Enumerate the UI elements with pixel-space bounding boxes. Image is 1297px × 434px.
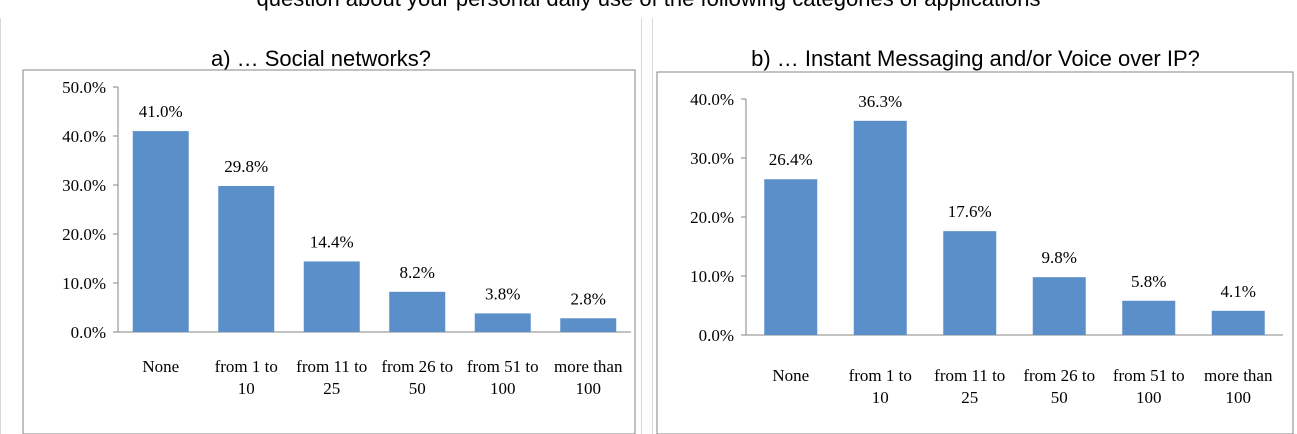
x-tick-label: from 11 to — [296, 357, 367, 376]
y-tick-label: 40.0% — [690, 90, 734, 109]
bar — [218, 185, 275, 332]
y-tick-label: 10.0% — [62, 274, 106, 293]
x-tick-label: 100 — [1136, 388, 1162, 407]
y-tick-label: 0.0% — [699, 326, 734, 345]
data-label: 3.8% — [485, 284, 520, 303]
y-tick-label: 30.0% — [62, 176, 106, 195]
x-tick-label: from 26 to — [381, 357, 453, 376]
y-tick-label: 50.0% — [62, 78, 106, 97]
data-label: 14.4% — [310, 232, 354, 251]
y-tick-label: 20.0% — [62, 225, 106, 244]
x-tick-label: 50 — [1051, 388, 1068, 407]
chart-panel-social-networks: a) … Social networks? 0.0% 10.0% 20.0% 30.0… — [0, 18, 642, 434]
bar — [943, 231, 997, 335]
y-tick-label: 10.0% — [690, 267, 734, 286]
data-label: 8.2% — [400, 263, 435, 282]
x-tick-label: 25 — [961, 388, 978, 407]
data-label: 5.8% — [1131, 272, 1166, 291]
x-tick-label: from 1 to — [215, 357, 278, 376]
plot-frame — [656, 71, 1294, 434]
data-label: 9.8% — [1042, 248, 1077, 267]
x-tick-label: from 51 to — [1113, 366, 1185, 385]
x-tick-label: more than — [554, 357, 623, 376]
data-label: 41.0% — [139, 102, 183, 121]
data-label: 4.1% — [1221, 282, 1256, 301]
x-tick-label: None — [142, 357, 179, 376]
x-tick-label: more than — [1204, 366, 1273, 385]
x-tick-label: from 26 to — [1023, 366, 1095, 385]
y-tick-label: 40.0% — [62, 127, 106, 146]
y-tick-label: 0.0% — [71, 323, 106, 342]
data-label: 29.8% — [224, 157, 268, 176]
x-tick-label: 50 — [409, 379, 426, 398]
plot-frame — [22, 69, 636, 434]
x-tick-label: from 1 to — [849, 366, 912, 385]
chart-title: a) … Social networks? — [210, 46, 432, 71]
bar — [1122, 300, 1176, 335]
x-tick-label: from 11 to — [934, 366, 1005, 385]
data-label: 2.8% — [571, 289, 606, 308]
x-tick-label: 100 — [1226, 388, 1252, 407]
bar — [1032, 277, 1086, 335]
x-tick-label: 10 — [238, 379, 255, 398]
y-tick-label: 20.0% — [690, 208, 734, 227]
x-tick-label: 100 — [576, 379, 602, 398]
bar — [560, 318, 617, 332]
x-tick-label: from 51 to — [467, 357, 539, 376]
chart-title: b) … Instant Messaging and/or Voice over… — [751, 46, 1200, 71]
bar — [853, 120, 907, 335]
bar — [1211, 310, 1265, 335]
x-tick-label: None — [772, 366, 809, 385]
data-label: 36.3% — [858, 92, 902, 111]
bar — [764, 179, 818, 335]
header-text: question about your personal daily use o… — [0, 0, 1297, 12]
x-tick-label: 10 — [872, 388, 889, 407]
bar — [474, 313, 531, 332]
bar — [303, 261, 360, 332]
data-label: 17.6% — [948, 202, 992, 221]
bar-chart-social-networks: 0.0% 10.0% 20.0% 30.0% 40.0% 50.0% 41.0% None 29… — [22, 69, 636, 434]
data-label: 26.4% — [769, 150, 813, 169]
x-tick-label: 100 — [490, 379, 516, 398]
chart-panel-instant-messaging: b) … Instant Messaging and/or Voice over… — [652, 18, 1297, 434]
bar — [132, 131, 189, 332]
y-tick-label: 30.0% — [690, 149, 734, 168]
bar — [389, 291, 446, 332]
bar-chart-instant-messaging: 0.0% 10.0% 20.0% 30.0% 40.0% 26.4% None 36.3% fr… — [656, 71, 1294, 434]
x-tick-label: 25 — [323, 379, 340, 398]
